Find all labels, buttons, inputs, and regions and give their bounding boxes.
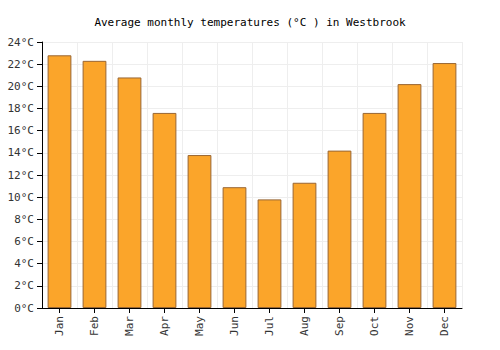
- svg-text:24°C: 24°C: [8, 36, 35, 49]
- svg-text:0°C: 0°C: [14, 302, 34, 315]
- svg-text:6°C: 6°C: [14, 235, 34, 248]
- svg-text:8°C: 8°C: [14, 213, 34, 226]
- svg-text:Apr: Apr: [158, 316, 171, 336]
- svg-text:Jun: Jun: [228, 316, 241, 336]
- svg-text:10°C: 10°C: [8, 191, 35, 204]
- svg-text:4°C: 4°C: [14, 257, 34, 270]
- svg-text:14°C: 14°C: [8, 146, 35, 159]
- svg-text:Feb: Feb: [88, 316, 101, 336]
- svg-text:Average monthly temperatures (: Average monthly temperatures (°C ) in We…: [94, 16, 406, 29]
- svg-text:Oct: Oct: [368, 316, 381, 336]
- svg-text:Sep: Sep: [333, 316, 346, 336]
- svg-text:16°C: 16°C: [8, 124, 35, 137]
- svg-text:Mar: Mar: [123, 316, 136, 336]
- svg-text:22°C: 22°C: [8, 58, 35, 71]
- svg-text:Jan: Jan: [53, 316, 66, 336]
- svg-text:Dec: Dec: [438, 316, 451, 336]
- svg-text:Jul: Jul: [263, 316, 276, 336]
- svg-text:20°C: 20°C: [8, 80, 35, 93]
- svg-text:Nov: Nov: [403, 316, 416, 336]
- svg-text:12°C: 12°C: [8, 169, 35, 182]
- svg-text:2°C: 2°C: [14, 279, 34, 292]
- svg-text:Aug: Aug: [298, 316, 311, 336]
- svg-text:May: May: [193, 316, 206, 336]
- svg-text:18°C: 18°C: [8, 102, 35, 115]
